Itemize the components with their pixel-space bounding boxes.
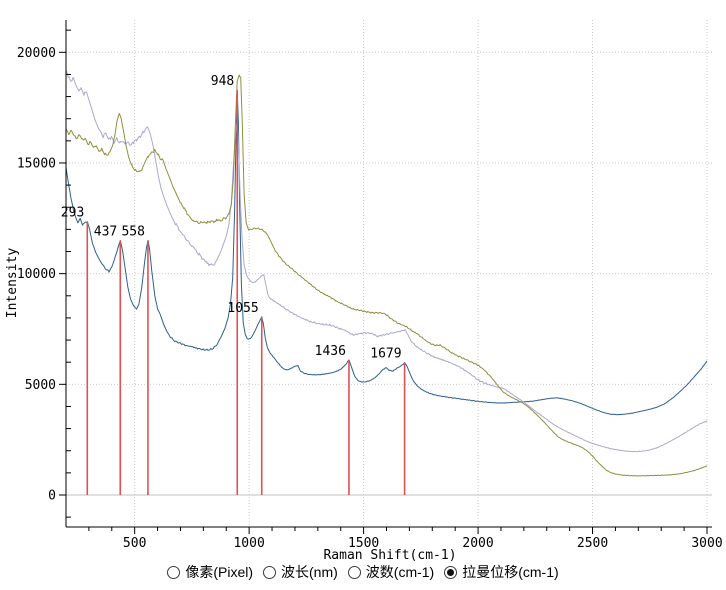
spectrum-series	[65, 69, 708, 477]
radio-option-label: 拉曼位移(cm-1)	[462, 564, 559, 580]
peak-label: 1679	[370, 347, 401, 362]
radio-unselected-icon[interactable]	[347, 565, 361, 579]
gridlines	[66, 20, 712, 527]
x-tick-label: 500	[123, 536, 146, 551]
y-axis-title: Intensity	[5, 248, 20, 319]
radio-option-label: 波数(cm-1)	[365, 564, 435, 580]
radio-unselected-icon[interactable]	[167, 565, 181, 579]
axis-tick-labels: 0 5000 10000 15000 20000 500 1000 1500 2000 2500 3…	[17, 46, 723, 551]
radio-option-0[interactable]: 像素(Pixel)	[167, 562, 253, 582]
peak-value-labels: 293 437 558 948 1055 1436 1679	[61, 74, 402, 362]
y-tick-label: 5000	[25, 378, 56, 393]
x-tick-label: 1000	[233, 536, 264, 551]
radio-option-3[interactable]: 拉曼位移(cm-1)	[444, 562, 559, 582]
raman-spectrum-chart: 0 5000 10000 15000 20000 500 1000 1500 2000 2500 3…	[5, 20, 723, 562]
radio-option-1[interactable]: 波长(nm)	[263, 562, 338, 582]
peak-label: 1055	[227, 301, 258, 316]
series-spectrum-olive	[65, 74, 708, 477]
radio-selected-icon[interactable]	[444, 565, 458, 579]
peak-marker-lines	[86, 89, 406, 495]
radio-option-label: 像素(Pixel)	[185, 564, 253, 580]
x-tick-label: 1500	[348, 536, 379, 551]
radio-option-2[interactable]: 波数(cm-1)	[347, 562, 435, 582]
axes	[59, 20, 712, 534]
y-tick-label: 15000	[17, 156, 56, 171]
peak-label: 293	[61, 206, 84, 221]
y-tick-label: 10000	[17, 267, 56, 282]
radio-unselected-icon[interactable]	[263, 565, 276, 579]
radio-option-label: 波长(nm)	[281, 564, 338, 580]
x-tick-label: 2500	[577, 536, 608, 551]
x-tick-label: 2000	[462, 536, 493, 551]
unit-selector-radio-group: 像素(Pixel) 波长(nm) 波数(cm-1) 拉曼位移(cm-1)	[0, 562, 726, 582]
x-tick-label: 3000	[691, 536, 722, 551]
peak-label: 1436	[315, 344, 346, 359]
peak-label: 558	[121, 224, 144, 239]
series-spectrum-lavender	[65, 69, 708, 453]
y-tick-label: 20000	[17, 46, 56, 61]
peak-label: 948	[211, 74, 234, 89]
y-tick-label: 0	[48, 489, 56, 504]
series-spectrum-blue	[65, 91, 708, 416]
x-axis-title: Raman Shift(cm-1)	[323, 548, 456, 562]
peak-label: 437	[94, 224, 117, 239]
